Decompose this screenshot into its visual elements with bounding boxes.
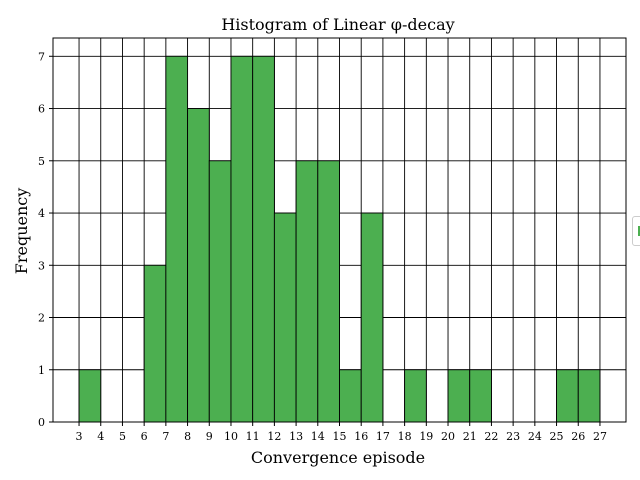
histogram-bar [230, 55, 254, 423]
x-tick-label: 15 [333, 430, 347, 443]
x-tick-label: 13 [289, 430, 303, 443]
histogram-bar [143, 264, 167, 423]
histogram-bar [252, 55, 275, 423]
y-tick-label: 4 [38, 207, 45, 220]
x-tick-label: 3 [76, 430, 83, 443]
histogram-bar [404, 369, 427, 423]
histogram-bar [295, 160, 319, 423]
x-tick-label: 7 [162, 430, 169, 443]
legend-swatch [638, 226, 640, 236]
histogram-bar [208, 160, 232, 423]
x-tick-label: 19 [419, 430, 433, 443]
x-tick-label: 16 [354, 430, 368, 443]
x-tick-label: 23 [506, 430, 520, 443]
histogram-bar [360, 212, 384, 423]
x-tick-label: 14 [311, 430, 325, 443]
bars [78, 55, 601, 423]
x-tick-label: 5 [119, 430, 126, 443]
x-tick-label: 4 [97, 430, 104, 443]
x-tick-label: 11 [246, 430, 260, 443]
y-axis-label: Frequency [12, 188, 31, 275]
histogram-bar [339, 369, 362, 423]
legend-box [632, 216, 640, 246]
y-tick-label: 5 [38, 155, 45, 168]
x-tick-label: 10 [224, 430, 238, 443]
histogram-bar [577, 369, 601, 423]
x-tick-label: 22 [484, 430, 498, 443]
y-ticks: 0 1 2 3 4 5 6 7 [38, 50, 53, 429]
y-tick-label: 0 [38, 416, 45, 429]
x-ticks: 3 4 5 6 7 8 9 10 11 12 13 14 15 16 17 18 19 20 21 22 23 24 25 2… [76, 422, 607, 443]
x-tick-label: 20 [441, 430, 455, 443]
x-tick-label: 24 [528, 430, 542, 443]
histogram-bar [447, 369, 471, 423]
histogram-bar [187, 108, 210, 423]
x-tick-label: 26 [571, 430, 585, 443]
histogram-bar [556, 369, 579, 423]
x-axis-label: Convergence episode [251, 448, 425, 467]
x-tick-label: 17 [376, 430, 390, 443]
histogram-bar [78, 369, 102, 423]
histogram-bar [273, 212, 297, 423]
y-tick-label: 3 [38, 259, 45, 272]
chart-title: Histogram of Linear φ-decay [221, 15, 454, 34]
x-tick-label: 18 [398, 430, 412, 443]
histogram-bar [469, 369, 492, 423]
x-tick-label: 21 [463, 430, 477, 443]
x-tick-label: 9 [206, 430, 213, 443]
histogram-bar [317, 160, 340, 423]
histogram-bar [165, 55, 189, 423]
x-tick-label: 27 [593, 430, 607, 443]
x-tick-label: 25 [550, 430, 564, 443]
y-tick-label: 1 [38, 364, 45, 377]
x-tick-label: 6 [141, 430, 148, 443]
x-tick-label: 12 [267, 430, 281, 443]
y-tick-label: 2 [38, 312, 45, 325]
y-tick-label: 6 [38, 103, 45, 116]
x-tick-label: 8 [184, 430, 191, 443]
y-tick-label: 7 [38, 50, 45, 63]
